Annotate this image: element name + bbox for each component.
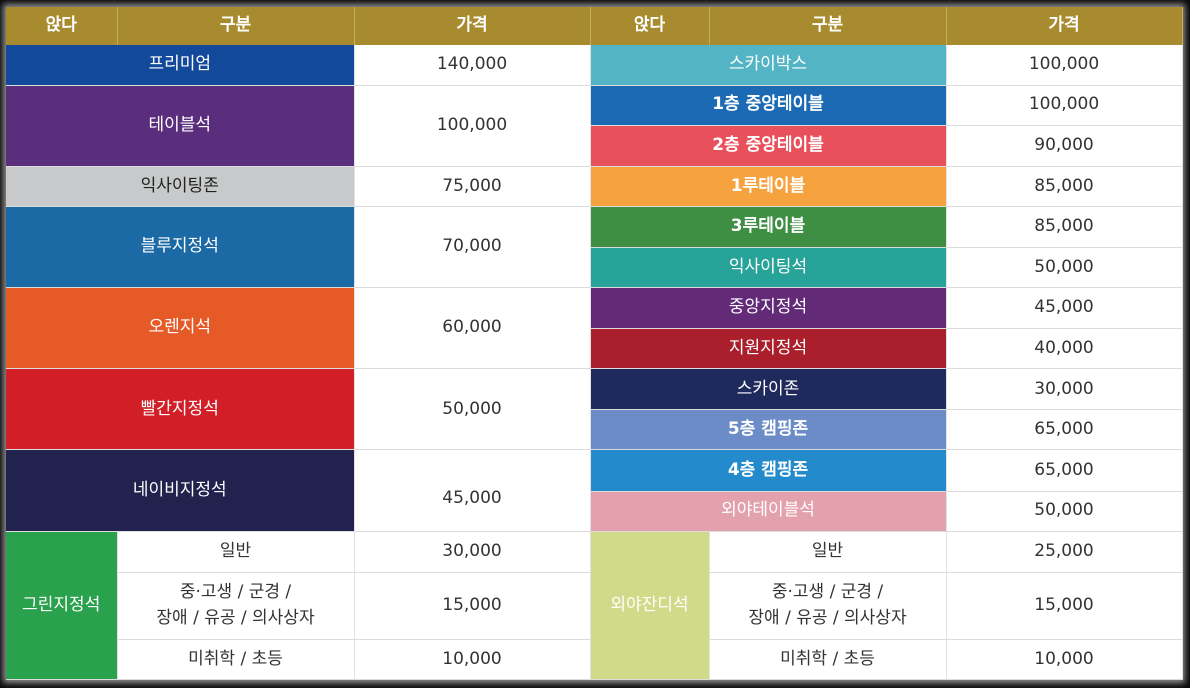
header-price-left: 가격 <box>354 7 591 45</box>
outfield-discount-label: 중·고생 / 군경 / 장애 / 유공 / 의사상자 <box>709 572 947 640</box>
price-right-2: 90,000 <box>946 125 1183 167</box>
seat-right-8: 스카이존 <box>590 368 947 411</box>
seat-right-7: 지원지정석 <box>590 328 947 370</box>
green-general-label: 일반 <box>117 531 355 573</box>
table-row: 외야테이블석 50,000 <box>6 491 1183 532</box>
green-discount-line2: 장애 / 유공 / 의사상자 <box>156 607 315 628</box>
price-right-5: 50,000 <box>946 247 1183 289</box>
header-category-right: 구분 <box>709 7 947 45</box>
table-row: 오렌지석 60,000 중앙지정석 45,000 <box>6 287 1183 370</box>
seat-right-4: 3루테이블 <box>590 206 947 248</box>
green-discount-label: 중·고생 / 군경 / 장애 / 유공 / 의사상자 <box>117 572 355 640</box>
green-general-price: 30,000 <box>354 531 591 573</box>
table-row: 2층 중앙테이블 90,000 <box>6 125 1183 167</box>
price-right-1: 100,000 <box>946 85 1183 126</box>
seat-right-5: 익사이팅석 <box>590 247 947 289</box>
seat-right-3: 1루테이블 <box>590 166 947 207</box>
table-row: 익사이팅존 75,000 1루테이블 85,000 <box>6 166 1183 207</box>
table-row: 테이블석 100,000 1층 중앙테이블 100,000 <box>6 85 1183 167</box>
outfield-discount-line1: 중·고생 / 군경 / <box>771 582 884 603</box>
header-price-right: 가격 <box>946 7 1183 45</box>
header-row: 앉다 구분 가격 앉다 구분 가격 <box>6 7 1183 45</box>
outfield-child-label: 미취학 / 초등 <box>709 639 947 681</box>
price-right-8: 30,000 <box>946 368 1183 411</box>
seat-right-11: 외야테이블석 <box>590 491 947 532</box>
price-right-6: 45,000 <box>946 287 1183 330</box>
seat-premium: 프리미엄 <box>6 45 355 86</box>
table-row: 빨간지정석 50,000 스카이존 30,000 <box>6 368 1183 451</box>
table-row: 5층 캠핑존 65,000 <box>6 409 1183 451</box>
seat-navy: 네이비지정석 <box>6 449 355 532</box>
header-category-left: 구분 <box>117 7 355 45</box>
green-discount-price: 15,000 <box>354 572 591 640</box>
table-row: 그린지정석 일반 30,000 외야잔디석 일반 25,000 <box>6 531 1183 681</box>
outfield-child-price: 10,000 <box>946 639 1183 681</box>
price-navy: 45,000 <box>354 449 591 532</box>
header-seat-right: 앉다 <box>590 7 710 45</box>
price-blue: 70,000 <box>354 206 591 289</box>
seat-red: 빨간지정석 <box>6 368 355 451</box>
price-table: 100,000 <box>354 85 591 167</box>
seat-right-0: 스카이박스 <box>590 45 947 86</box>
price-right-9: 65,000 <box>946 409 1183 451</box>
seat-table: 테이블석 <box>6 85 355 167</box>
table-row: 네이비지정석 45,000 4층 캠핑존 65,000 <box>6 449 1183 532</box>
seat-right-10: 4층 캠핑존 <box>590 449 947 492</box>
green-child-label: 미취학 / 초등 <box>117 639 355 681</box>
table-row: 지원지정석 40,000 <box>6 328 1183 370</box>
seat-blue: 블루지정석 <box>6 206 355 289</box>
price-right-10: 65,000 <box>946 449 1183 492</box>
table-row: 미취학 / 초등 10,000 미취학 / 초등 10,000 <box>6 639 1183 681</box>
seat-right-9: 5층 캠핑존 <box>590 409 947 451</box>
price-right-3: 85,000 <box>946 166 1183 207</box>
outfield-discount-line2: 장애 / 유공 / 의사상자 <box>748 607 907 628</box>
price-right-11: 50,000 <box>946 491 1183 532</box>
green-discount-line1: 중·고생 / 군경 / <box>179 582 292 603</box>
price-premium: 140,000 <box>354 45 591 86</box>
seat-exciting-zone: 익사이팅존 <box>6 166 355 207</box>
outfield-general-label: 일반 <box>709 531 947 573</box>
outfield-discount-price: 15,000 <box>946 572 1183 640</box>
price-exciting-zone: 75,000 <box>354 166 591 207</box>
price-orange: 60,000 <box>354 287 591 370</box>
table-row: 중·고생 / 군경 / 장애 / 유공 / 의사상자 15,000 중·고생 /… <box>6 572 1183 640</box>
table-row: 익사이팅석 50,000 <box>6 247 1183 289</box>
seat-right-2: 2층 중앙테이블 <box>590 125 947 167</box>
seat-green: 그린지정석 <box>6 531 118 681</box>
green-child-price: 10,000 <box>354 639 591 681</box>
table-row: 프리미엄 140,000 스카이박스 100,000 <box>6 45 1183 86</box>
outfield-general-price: 25,000 <box>946 531 1183 573</box>
seat-outfield-grass: 외야잔디석 <box>590 531 710 681</box>
seat-right-1: 1층 중앙테이블 <box>590 85 947 126</box>
price-right-7: 40,000 <box>946 328 1183 370</box>
price-right-0: 100,000 <box>946 45 1183 86</box>
table-row: 블루지정석 70,000 3루테이블 85,000 <box>6 206 1183 289</box>
price-right-4: 85,000 <box>946 206 1183 248</box>
seat-right-6: 중앙지정석 <box>590 287 947 330</box>
header-seat-left: 앉다 <box>6 7 118 45</box>
ticket-price-table: 앉다 구분 가격 앉다 구분 가격 프리미엄 140,000 스카이박스 100… <box>6 7 1183 681</box>
seat-orange: 오렌지석 <box>6 287 355 370</box>
price-red: 50,000 <box>354 368 591 451</box>
